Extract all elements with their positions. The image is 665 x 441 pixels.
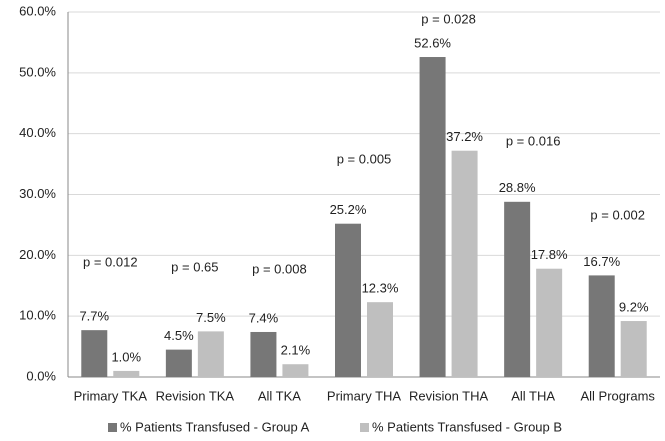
y-tick-label: 60.0%	[19, 3, 56, 18]
bar	[620, 321, 647, 377]
y-tick-label: 50.0%	[19, 64, 56, 79]
data-label: 12.3%	[362, 281, 399, 296]
bar	[367, 302, 393, 377]
data-label: 7.7%	[79, 309, 109, 324]
y-tick-label: 10.0%	[19, 308, 56, 323]
x-tick-label: Primary TKA	[74, 388, 148, 403]
data-label: 7.5%	[196, 310, 226, 325]
bar	[282, 364, 309, 377]
y-tick-label: 40.0%	[19, 125, 56, 140]
data-label: 52.6%	[414, 35, 451, 50]
bar	[588, 275, 615, 377]
bar	[165, 349, 192, 377]
x-tick-label: Revision THA	[409, 388, 489, 403]
bar	[536, 268, 563, 377]
annotation: p = 0.002	[590, 207, 645, 222]
legend-swatch	[360, 423, 369, 432]
annotation: p = 0.028	[421, 11, 476, 26]
bar	[504, 201, 531, 377]
bar	[451, 150, 478, 377]
bar	[419, 57, 446, 378]
y-tick-label: 30.0%	[19, 186, 56, 201]
data-label: 17.8%	[531, 247, 568, 262]
data-label: 9.2%	[619, 299, 649, 314]
data-label: 37.2%	[446, 129, 483, 144]
x-tick-label: All THA	[511, 388, 555, 403]
data-label: 2.1%	[281, 343, 311, 358]
data-label: 4.5%	[164, 328, 194, 343]
x-tick-label: All Programs	[581, 388, 656, 403]
data-label: 1.0%	[111, 349, 141, 364]
data-label: 7.4%	[249, 310, 279, 325]
data-label: 16.7%	[583, 254, 620, 269]
bar	[197, 331, 224, 377]
data-label: 25.2%	[330, 202, 367, 217]
legend-label: % Patients Transfused - Group A	[120, 419, 310, 434]
y-tick-label: 0.0%	[26, 368, 56, 383]
x-tick-label: All TKA	[258, 388, 301, 403]
legend-swatch	[108, 423, 117, 432]
bar	[335, 223, 361, 377]
annotation: p = 0.016	[506, 133, 561, 148]
x-tick-label: Revision TKA	[156, 388, 235, 403]
annotation: p = 0.65	[171, 259, 218, 274]
annotation: p = 0.012	[83, 254, 138, 269]
legend-label: % Patients Transfused - Group B	[372, 419, 562, 434]
data-label: 28.8%	[499, 180, 536, 195]
annotation: p = 0.005	[337, 151, 392, 166]
x-tick-label: Primary THA	[327, 388, 401, 403]
bar	[81, 330, 108, 377]
bar	[113, 370, 140, 377]
y-tick-label: 20.0%	[19, 247, 56, 262]
annotation: p = 0.008	[252, 261, 307, 276]
bar	[250, 331, 277, 377]
